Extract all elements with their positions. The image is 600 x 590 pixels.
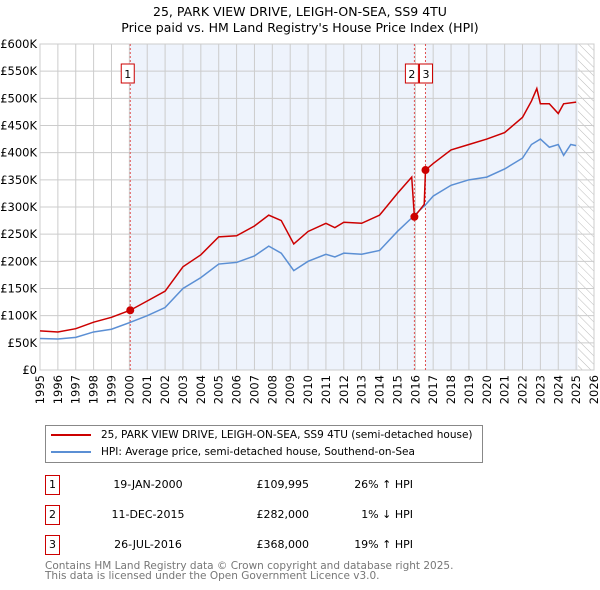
sale-label: 1 [124,68,131,81]
x-tick-label: 2012 [337,375,351,404]
x-tick-label: 2004 [194,375,208,404]
y-tick-label: £500K [0,91,37,105]
transaction-row: 2 11-DEC-2015 £282,000 1% ↓ HPI [45,505,445,525]
sale-label-box [418,63,433,84]
y-tick-label: £350K [0,173,37,187]
y-tick-label: £150K [0,282,37,296]
chart-title: 25, PARK VIEW DRIVE, LEIGH-ON-SEA, SS9 4… [153,4,447,19]
sale-price: £109,995 [256,478,310,491]
red-line-icon [51,434,91,436]
y-tick-label: £0 [22,363,37,377]
x-tick-label: 2014 [373,375,387,404]
x-tick-label: 1998 [87,375,101,404]
y-tick-label: £50K [8,336,38,350]
x-tick-label: 1999 [104,375,118,404]
x-tick-label: 2019 [462,375,476,404]
x-tick-label: 2002 [158,375,172,404]
x-tick-label: 2023 [533,375,547,404]
plot-frame [39,43,595,371]
y-tick-label: £600K [0,37,37,51]
x-tick-label: 2016 [408,375,422,404]
x-tick-label: 1996 [51,375,65,404]
sale-point [421,166,430,175]
hpi-comparison: 19% ↑ HPI [354,538,413,551]
sale-label: 2 [408,68,415,81]
sale-marker-badge: 2 [45,505,60,525]
x-tick-label: 1995 [33,375,47,404]
property-price-line [39,86,577,333]
x-tick-label: 2017 [426,375,440,404]
chart-subtitle: Price paid vs. HM Land Registry's House … [121,20,479,35]
transaction-row: 3 26-JUL-2016 £368,000 19% ↑ HPI [45,535,445,555]
x-tick-label: 2008 [265,375,279,404]
y-tick-label: £100K [0,309,37,323]
sale-label: 3 [422,68,429,81]
x-tick-label: 2003 [176,375,190,404]
sale-point [410,212,419,221]
footer-line-1: Contains HM Land Registry data © Crown c… [45,560,454,572]
x-tick-label: 2011 [319,375,333,404]
sale-label-box [120,63,135,84]
hpi-line [39,138,577,340]
blue-line-icon [51,451,91,453]
hpi-comparison: 1% ↓ HPI [361,508,413,521]
x-tick-label: 2006 [230,375,244,404]
footer-line-2: This data is licensed under the Open Gov… [45,570,380,582]
legend: 25, PARK VIEW DRIVE, LEIGH-ON-SEA, SS9 4… [45,425,483,463]
y-tick-label: £250K [0,227,37,241]
sale-date: 19-JAN-2000 [113,478,183,491]
sale-date: 11-DEC-2015 [111,508,185,521]
x-tick-label: 2005 [212,375,226,404]
sale-price: £282,000 [256,508,310,521]
x-tick-label: 2021 [498,375,512,404]
x-tick-label: 2018 [444,375,458,404]
y-tick-label: £550K [0,64,37,78]
legend-item-property: 25, PARK VIEW DRIVE, LEIGH-ON-SEA, SS9 4… [51,429,473,441]
sale-date: 26-JUL-2016 [114,538,182,551]
sale-marker-badge: 1 [45,475,60,495]
x-tick-label: 2009 [283,375,297,404]
legend-item-hpi: HPI: Average price, semi-detached house,… [51,446,415,458]
x-tick-label: 2010 [301,375,315,404]
x-tick-label: 2001 [140,375,154,404]
x-tick-label: 2025 [569,375,583,404]
legend-label: 25, PARK VIEW DRIVE, LEIGH-ON-SEA, SS9 4… [101,429,473,441]
sale-label-box [404,63,419,84]
y-tick-label: £300K [0,200,37,214]
hpi-comparison: 26% ↑ HPI [354,478,413,491]
transaction-row: 1 19-JAN-2000 £109,995 26% ↑ HPI [45,475,445,495]
x-tick-label: 2020 [480,375,494,404]
x-tick-label: 2024 [551,375,565,404]
sale-price: £368,000 [256,538,310,551]
x-tick-label: 2013 [355,375,369,404]
x-tick-label: 2015 [390,375,404,404]
legend-label: HPI: Average price, semi-detached house,… [101,446,415,458]
x-tick-label: 1997 [69,375,83,404]
y-tick-label: £450K [0,119,37,133]
y-tick-label: £400K [0,146,37,160]
sale-marker-badge: 3 [45,535,60,555]
sale-point [126,306,135,315]
x-tick-label: 2000 [122,375,136,404]
x-tick-label: 2007 [247,375,261,404]
x-tick-label: 2026 [587,375,600,404]
y-tick-label: £200K [0,254,37,268]
x-tick-label: 2022 [516,375,530,404]
price-chart: £0 £50K £100K £150K £200K £250K £300K £350K £400… [0,37,600,404]
